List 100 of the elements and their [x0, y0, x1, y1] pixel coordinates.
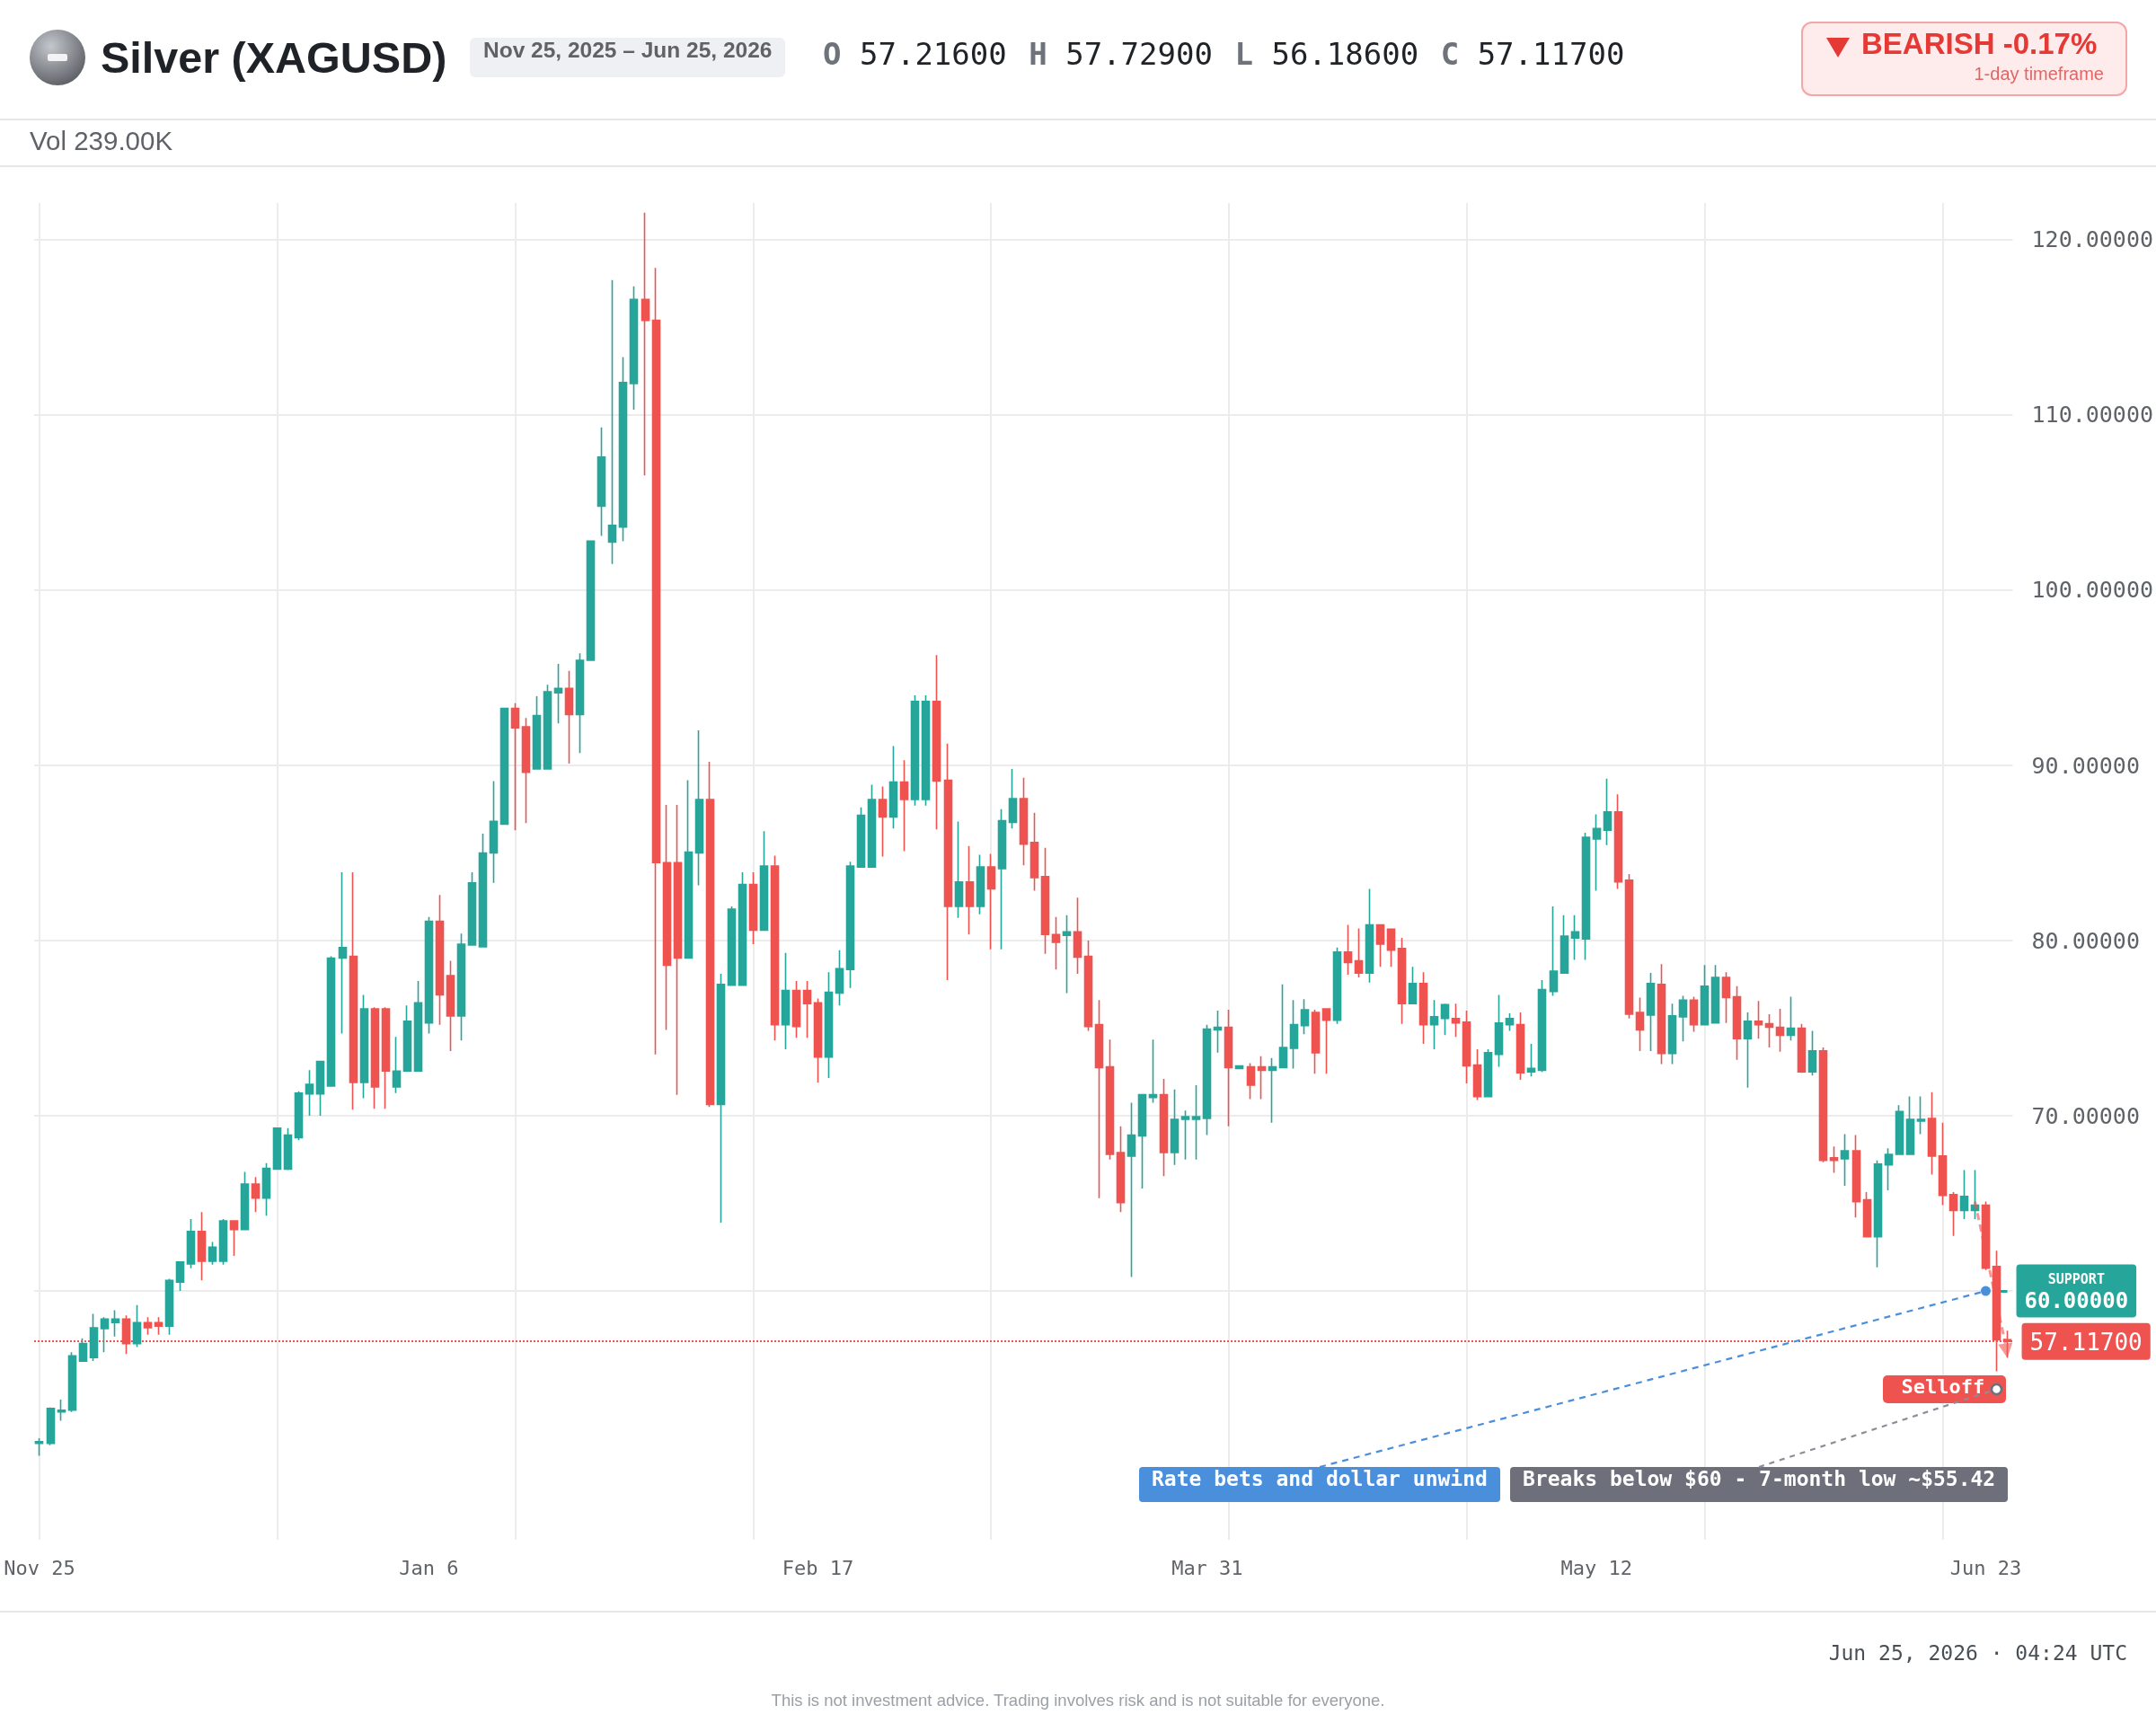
candlestick	[1105, 1038, 1115, 1161]
candlestick	[1375, 923, 1385, 968]
candlestick	[1840, 1133, 1850, 1187]
candlestick	[1148, 1038, 1158, 1104]
candlestick	[1526, 1043, 1536, 1077]
x-tick-label: Jun 23	[1949, 1556, 2022, 1579]
candlestick	[1440, 1003, 1450, 1037]
candlestick	[1094, 999, 1104, 1199]
candlestick	[1938, 1122, 1948, 1206]
candlestick	[110, 1309, 120, 1338]
candlestick	[1062, 914, 1072, 994]
candlestick	[1549, 906, 1559, 997]
text: This is not investment advice. Trading involves risk and is not suitable for everyone.	[771, 1691, 1385, 1711]
candlestick	[738, 871, 747, 986]
candlestick	[1764, 1013, 1774, 1048]
candlestick	[261, 1162, 271, 1217]
candlestick	[1418, 971, 1428, 1045]
y-tick-label: 110.00000	[2031, 402, 2154, 429]
candlestick	[641, 211, 650, 477]
x-tick-label: Mar 31	[1171, 1556, 1243, 1579]
x-tick-label: Nov 25	[4, 1556, 75, 1579]
candlestick	[1667, 1003, 1677, 1065]
candlestick	[921, 694, 931, 807]
candlestick	[1386, 928, 1396, 968]
candlestick	[402, 1004, 412, 1073]
candlestick	[1581, 832, 1591, 961]
candlestick	[1515, 1012, 1525, 1081]
text: Vol 239.00K	[30, 126, 173, 157]
candlestick	[1818, 1047, 1828, 1163]
text: O 57.21600 H 57.72900 L 56.18600 C 57.11700	[823, 36, 1625, 72]
candlestick	[1332, 947, 1342, 1025]
candlestick	[1311, 1009, 1321, 1075]
candlestick	[543, 684, 552, 770]
candlestick	[575, 652, 585, 755]
candlestick	[1807, 1029, 1817, 1076]
candlestick	[1483, 1048, 1493, 1099]
text: 1-day timeframe	[1974, 64, 2104, 85]
candlestick	[1895, 1104, 1904, 1155]
candlestick	[424, 915, 434, 1035]
candlestick	[1083, 940, 1093, 1032]
candlestick	[553, 663, 563, 725]
candlestick	[673, 804, 683, 1096]
candlestick	[1170, 1089, 1180, 1166]
candlestick	[1635, 996, 1645, 1052]
candlestick	[716, 973, 726, 1224]
x-tick-label: Feb 17	[782, 1556, 854, 1579]
candlestick	[1365, 888, 1374, 984]
candlestick	[435, 894, 445, 1026]
candlestick	[164, 1277, 174, 1336]
candlestick	[1472, 1048, 1482, 1101]
candlestick	[175, 1260, 185, 1292]
candlestick	[1959, 1169, 1969, 1220]
y-tick-label: 100.00000	[2031, 577, 2154, 604]
candlestick	[1127, 1101, 1136, 1278]
candlestick	[1408, 966, 1418, 1005]
candlestick	[1213, 1010, 1223, 1054]
candlestick	[446, 959, 455, 1052]
candlestick	[1786, 995, 1796, 1041]
candlestick	[586, 540, 596, 661]
candlestick	[705, 761, 715, 1109]
candlestick	[1159, 1078, 1169, 1178]
candlestick	[67, 1351, 77, 1413]
candlestick	[1829, 1145, 1839, 1174]
candlestick	[1981, 1200, 1991, 1271]
candlestick	[910, 694, 920, 807]
chart-title: Silver (XAGUSD)	[101, 32, 447, 82]
candlestick	[1268, 1056, 1277, 1124]
candlestick	[835, 949, 844, 1006]
candlestick	[1775, 1008, 1785, 1053]
candlestick	[954, 820, 964, 919]
candlestick	[651, 267, 661, 1056]
candlestick	[283, 1127, 293, 1171]
candlestick	[1051, 915, 1061, 971]
candlestick	[1613, 793, 1623, 890]
candlestick	[218, 1218, 228, 1266]
candlestick	[315, 1060, 325, 1117]
candlestick	[34, 1437, 44, 1457]
candlestick	[662, 804, 672, 1031]
y-tick-label: 90.00000	[2031, 752, 2140, 779]
candlestick	[1343, 923, 1353, 976]
candlestick	[1700, 964, 1710, 1026]
candlestick	[781, 951, 791, 1050]
candlestick	[532, 695, 542, 770]
candlestick	[1289, 999, 1299, 1070]
candlestick	[1884, 1147, 1894, 1191]
annotation: Selloff	[1883, 1374, 2007, 1403]
candlestick	[208, 1241, 217, 1266]
candlestick	[1948, 1191, 1958, 1237]
y-tick-label: 70.00000	[2031, 1102, 2140, 1129]
candlestick	[57, 1399, 66, 1422]
candlestick	[1710, 964, 1720, 1024]
candlestick	[1278, 983, 1288, 1069]
candlestick	[856, 807, 866, 868]
candlestick	[1073, 897, 1082, 975]
candlestick	[1429, 999, 1439, 1050]
candlestick	[272, 1127, 282, 1171]
candlestick	[1029, 811, 1039, 892]
candlestick	[1646, 972, 1656, 1052]
candlestick	[1678, 994, 1688, 1042]
candlestick	[1116, 1125, 1126, 1214]
